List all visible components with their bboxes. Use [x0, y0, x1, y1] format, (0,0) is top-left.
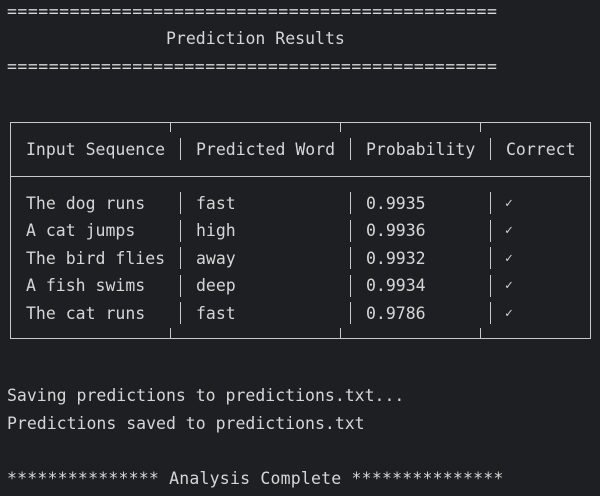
- row-divider: [490, 302, 491, 324]
- separator-line: ========================================…: [7, 57, 498, 76]
- row-divider: [350, 220, 351, 242]
- table-cell-input: The bird flies: [26, 249, 166, 268]
- table-left-border: [10, 122, 11, 339]
- row-divider: [180, 220, 181, 242]
- saving-message: Saving predictions to predictions.txt...: [7, 386, 405, 405]
- table-header-divider: [10, 176, 590, 177]
- row-divider: [350, 302, 351, 324]
- table-cell-input: A cat jumps: [26, 221, 136, 240]
- row-divider: [180, 247, 181, 269]
- header-divider: [490, 138, 491, 160]
- table-cell-word: fast: [196, 304, 236, 323]
- header-divider: [180, 138, 181, 160]
- table-cell-probability: 0.9786: [366, 304, 426, 323]
- table-cell-word: fast: [196, 194, 236, 213]
- header-divider: [350, 138, 351, 160]
- table-cell-word: away: [196, 249, 236, 268]
- saved-message: Predictions saved to predictions.txt: [7, 414, 365, 433]
- check-icon: ✓: [505, 306, 513, 321]
- row-divider: [490, 220, 491, 242]
- table-cell-input: The dog runs: [26, 194, 146, 213]
- table-cell-probability: 0.9932: [366, 249, 426, 268]
- col-divider-tick: [340, 328, 341, 338]
- table-cell-word: high: [196, 221, 236, 240]
- table-top-border: [10, 122, 590, 123]
- row-divider: [350, 192, 351, 214]
- row-divider: [350, 275, 351, 297]
- header-input-sequence: Input Sequence: [26, 140, 166, 159]
- row-divider: [180, 302, 181, 324]
- col-divider-tick: [170, 122, 171, 132]
- header-correct: Correct: [506, 140, 576, 159]
- row-divider: [490, 247, 491, 269]
- separator-line: ========================================…: [7, 2, 498, 21]
- results-table: Input Sequence Predicted Word Probabilit…: [10, 122, 591, 339]
- row-divider: [490, 275, 491, 297]
- row-divider: [180, 275, 181, 297]
- table-cell-input: A fish swims: [26, 276, 146, 295]
- table-cell-word: deep: [196, 276, 236, 295]
- row-divider: [180, 192, 181, 214]
- header-probability: Probability: [366, 140, 476, 159]
- col-divider-tick: [170, 328, 171, 338]
- check-icon: ✓: [505, 278, 513, 293]
- col-divider-tick: [340, 122, 341, 132]
- check-icon: ✓: [505, 251, 513, 266]
- row-divider: [350, 247, 351, 269]
- col-divider-tick: [480, 122, 481, 132]
- analysis-complete-banner: *************** Analysis Complete ******…: [7, 469, 504, 488]
- check-icon: ✓: [505, 223, 513, 238]
- check-icon: ✓: [505, 196, 513, 211]
- table-cell-probability: 0.9935: [366, 194, 426, 213]
- header-predicted-word: Predicted Word: [196, 140, 336, 159]
- table-cell-input: The cat runs: [26, 304, 146, 323]
- section-title: Prediction Results: [166, 29, 345, 48]
- col-divider-tick: [480, 328, 481, 338]
- table-cell-probability: 0.9936: [366, 221, 426, 240]
- table-cell-probability: 0.9934: [366, 276, 426, 295]
- row-divider: [490, 192, 491, 214]
- table-bottom-border: [10, 338, 590, 339]
- table-right-border: [590, 122, 591, 339]
